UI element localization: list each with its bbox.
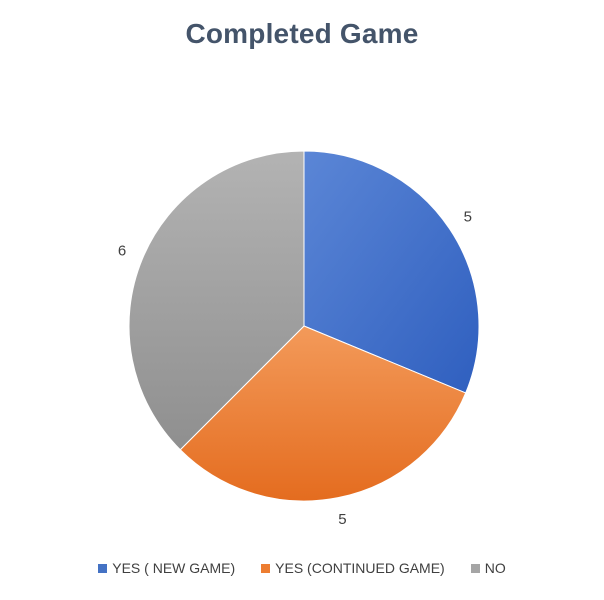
- pie-chart: 5 5 6: [118, 150, 480, 529]
- legend-item-1: YES (CONTINUED GAME): [261, 560, 445, 576]
- legend-item-2: NO: [470, 560, 506, 576]
- legend-swatch-0: [98, 563, 108, 573]
- pie-slice-0: [303, 150, 480, 394]
- chart-legend: YES ( NEW GAME) YES (CONTINUED GAME) NO: [0, 560, 604, 576]
- pie-data-labels: 5 5 6: [118, 209, 472, 529]
- data-label-2: 6: [118, 243, 126, 260]
- pie-slice-1: [179, 325, 467, 502]
- legend-label-1: YES (CONTINUED GAME): [275, 560, 445, 576]
- legend-swatch-2: [470, 563, 480, 573]
- chart-title: Completed Game: [185, 18, 419, 49]
- legend-label-0: YES ( NEW GAME): [112, 560, 236, 576]
- pie-slice-2: [128, 150, 305, 451]
- legend-swatch-1: [261, 563, 271, 573]
- legend-item-0: YES ( NEW GAME): [98, 560, 235, 576]
- data-label-0: 5: [464, 209, 472, 226]
- data-label-1: 5: [338, 511, 346, 528]
- pie-slices: [128, 150, 480, 502]
- legend-label-2: NO: [484, 560, 506, 576]
